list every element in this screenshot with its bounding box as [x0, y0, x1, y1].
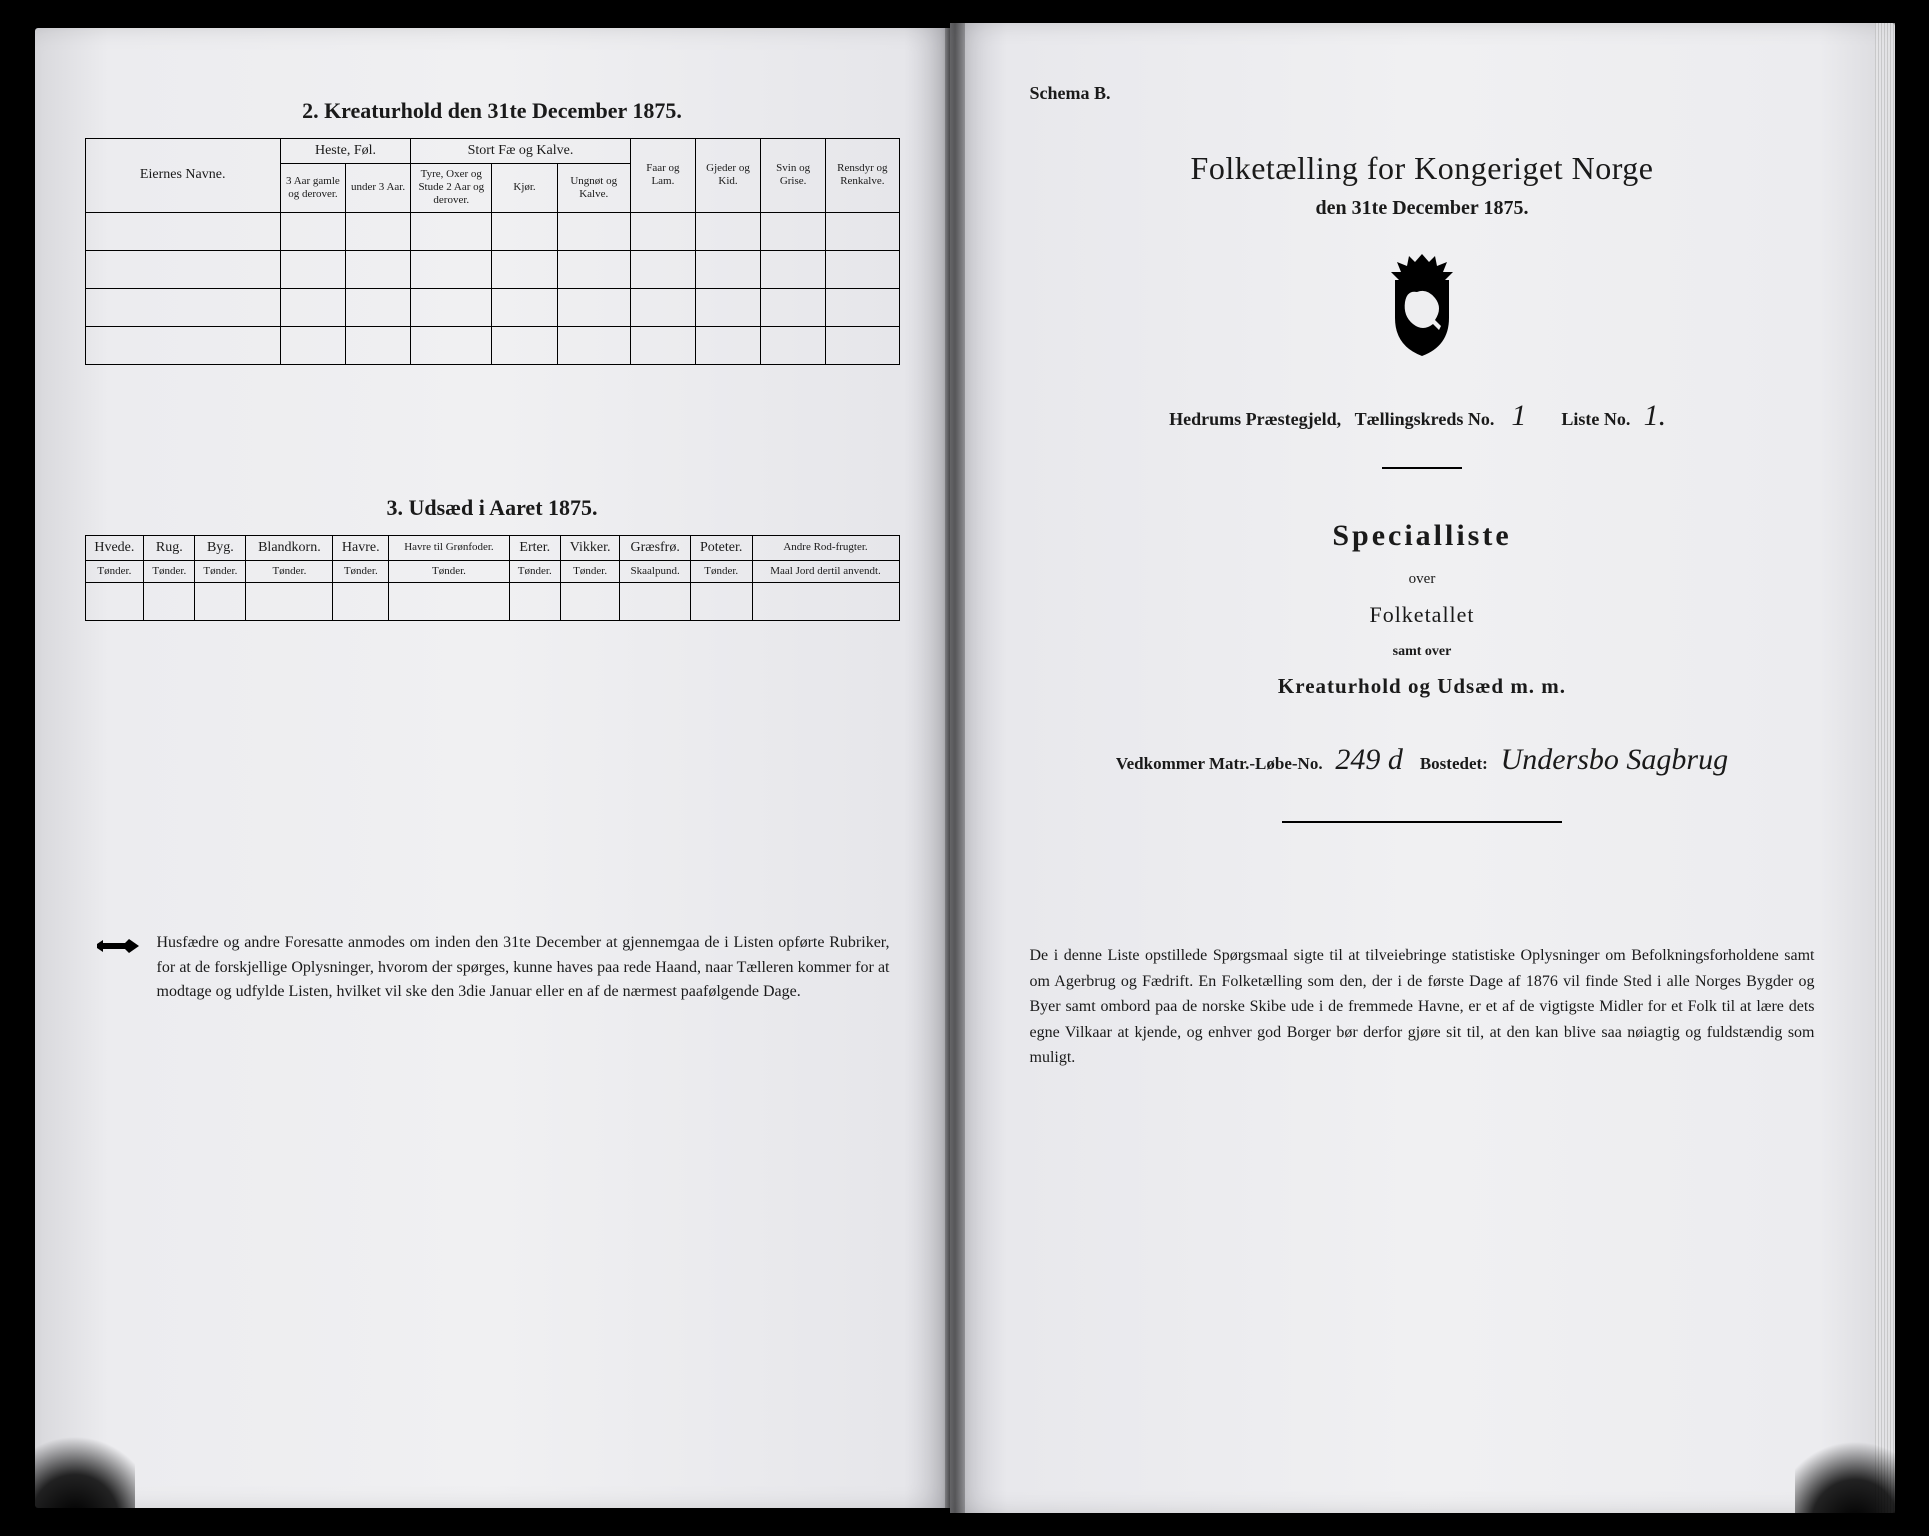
bottom-paragraph: De i denne Liste opstillede Spørgsmaal s… [1000, 943, 1845, 1071]
col-reindeer: Rensdyr og Renkalve. [826, 139, 899, 213]
col-byg: Byg. [195, 535, 246, 560]
unit: Tønder. [144, 560, 195, 582]
footnote-text: Husfædre og andre Foresatte anmodes om i… [157, 931, 890, 1005]
samt-label: samt over [1000, 644, 1845, 660]
col-cattle-b: Kjør. [492, 164, 557, 213]
photo-shadow [15, 1428, 135, 1518]
main-title: Folketælling for Kongeriget Norge [1000, 150, 1845, 187]
folketallet-label: Folketallet [1000, 602, 1845, 628]
unit: Tønder. [246, 560, 333, 582]
over-label: over [1000, 571, 1845, 588]
divider [1282, 821, 1562, 823]
col-erter: Erter. [509, 535, 560, 560]
section-2: 2. Kreaturhold den 31te December 1875. E… [85, 98, 900, 365]
title-block: Folketælling for Kongeriget Norge den 31… [1000, 150, 1845, 823]
col-vikker: Vikker. [560, 535, 620, 560]
unit: Skaalpund. [620, 560, 690, 582]
footnote-block: Husfædre og andre Foresatte anmodes om i… [85, 931, 900, 1005]
liste-no: 1. [1635, 399, 1675, 433]
col-horses-b: under 3 Aar. [345, 164, 410, 213]
bosted-label: Bostedet: [1420, 754, 1488, 773]
matr-label: Vedkommer Matr.-Løbe-No. [1116, 754, 1323, 773]
table-row [85, 582, 899, 620]
unit: Tønder. [85, 560, 144, 582]
livestock-table: Eiernes Navne. Heste, Føl. Stort Fæ og K… [85, 138, 900, 365]
col-andre: Andre Rod-frugter. [752, 535, 899, 560]
praestegjeld-label: Præstegjeld, [1246, 409, 1341, 429]
table-row [85, 288, 899, 326]
coat-of-arms-icon [1377, 250, 1467, 360]
col-sheep: Faar og Lam. [630, 139, 695, 213]
bosted-value: Undersbo Sagbrug [1501, 743, 1729, 776]
col-cattle-a: Tyre, Oxer og Stude 2 Aar og derover. [411, 164, 492, 213]
col-cattle-c: Ungnøt og Kalve. [557, 164, 630, 213]
photo-shadow [1795, 1433, 1915, 1523]
unit: Tønder. [509, 560, 560, 582]
liste-label: Liste No. [1561, 409, 1630, 429]
col-goats: Gjeder og Kid. [695, 139, 760, 213]
vedkommer-line: Vedkommer Matr.-Løbe-No. 249 d Bostedet:… [1000, 743, 1845, 777]
col-hvede: Hvede. [85, 535, 144, 560]
table-row [85, 250, 899, 288]
divider [1382, 467, 1462, 469]
left-page: 2. Kreaturhold den 31te December 1875. E… [35, 28, 950, 1508]
parish-line: Hedrums Præstegjeld, Tællingskreds No. 1… [1000, 399, 1845, 433]
section-2-title: 2. Kreaturhold den 31te December 1875. [85, 98, 900, 124]
unit: Tønder. [690, 560, 752, 582]
kreds-label: Tællingskreds No. [1355, 409, 1495, 429]
unit: Tønder. [195, 560, 246, 582]
kreaturhold-label: Kreaturhold og Udsæd m. m. [1000, 674, 1845, 699]
matr-no: 249 d [1335, 743, 1403, 776]
col-horses-group: Heste, Føl. [280, 139, 410, 164]
kreds-no: 1 [1499, 399, 1539, 433]
col-horses-a: 3 Aar gamle og derover. [280, 164, 345, 213]
col-poteter: Poteter. [690, 535, 752, 560]
right-page: Schema B. Folketælling for Kongeriget No… [950, 23, 1895, 1513]
book-spine [945, 23, 965, 1513]
specialliste-title: Specialliste [1000, 519, 1845, 553]
page-edge-stack [1875, 23, 1895, 1513]
sowing-table: Hvede. Rug. Byg. Blandkorn. Havre. Havre… [85, 535, 900, 621]
col-havre-gron: Havre til Grønfoder. [389, 535, 510, 560]
section-3-title: 3. Udsæd i Aaret 1875. [85, 495, 900, 521]
unit: Tønder. [333, 560, 389, 582]
col-havre: Havre. [333, 535, 389, 560]
unit: Tønder. [560, 560, 620, 582]
col-blandkorn: Blandkorn. [246, 535, 333, 560]
section-3: 3. Udsæd i Aaret 1875. Hvede. Rug. Byg. … [85, 495, 900, 621]
parish-name: Hedrums [1169, 409, 1241, 429]
schema-label: Schema B. [1030, 83, 1845, 104]
col-rug: Rug. [144, 535, 195, 560]
unit: Maal Jord dertil anvendt. [752, 560, 899, 582]
col-pigs: Svin og Grise. [761, 139, 826, 213]
pointing-hand-icon [95, 934, 141, 960]
table-row [85, 212, 899, 250]
col-cattle-group: Stort Fæ og Kalve. [411, 139, 631, 164]
unit: Tønder. [389, 560, 510, 582]
book-spread: 2. Kreaturhold den 31te December 1875. E… [35, 23, 1895, 1513]
table-row [85, 326, 899, 364]
col-graesfro: Græsfrø. [620, 535, 690, 560]
col-owner: Eiernes Navne. [85, 139, 280, 213]
sub-title: den 31te December 1875. [1000, 197, 1845, 220]
